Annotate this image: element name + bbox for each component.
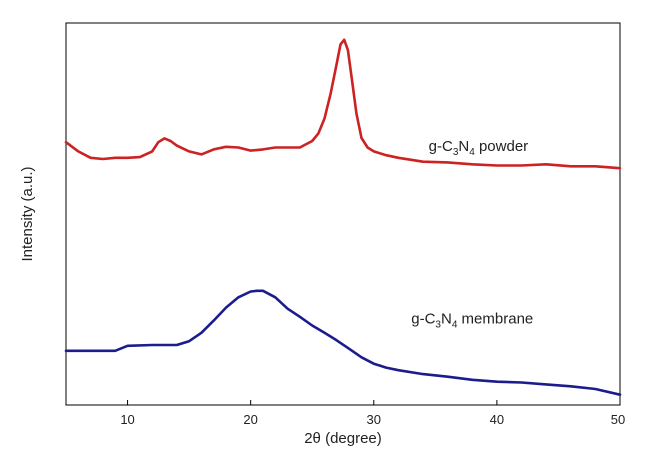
series-label-1: g-C3N4 membrane [411,311,533,331]
x-tick-label-3: 40 [490,412,504,427]
series-label-0: g-C3N4 powder [429,138,529,158]
plot-frame [65,22,621,406]
x-tick-label-2: 30 [367,412,381,427]
x-tick-label-0: 10 [120,412,134,427]
series-label-part: g-C [429,138,453,155]
y-axis-label: Intensity (a.u.) [19,166,36,261]
series-line-1 [64,289,622,396]
x-axis-label: 2θ (degree) [304,430,382,447]
series-line-0 [64,38,622,170]
series-label-part: powder [475,138,528,155]
series-label-part: 4 [469,147,475,158]
series-label-part: membrane [457,311,533,328]
series-label-part: 3 [453,147,459,158]
series-label-part: 4 [452,320,458,331]
series-label-part: g-C [411,311,435,328]
x-tick-label-1: 20 [243,412,257,427]
series-label-part: 3 [435,320,441,331]
x-tick-label-4: 50 [611,412,625,427]
series-layer [64,38,622,396]
tick-layer: 10 20 30 40 50 [120,400,625,427]
series-label-part: N [458,138,469,155]
series-label-part: N [441,311,452,328]
